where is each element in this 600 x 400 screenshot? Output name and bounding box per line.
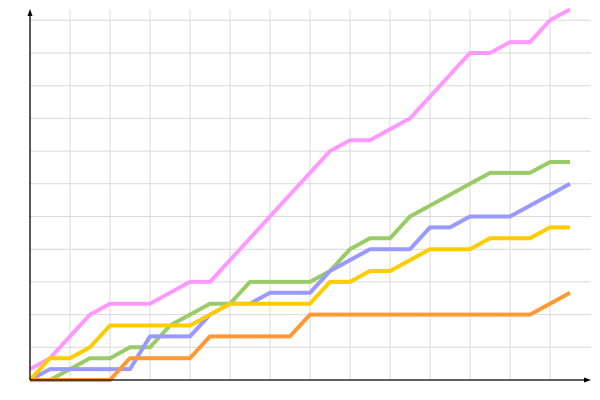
x-axis-arrow-icon: [584, 377, 591, 383]
series-line-0: [29, 7, 571, 371]
series-lines: [28, 7, 571, 382]
axes: [27, 9, 591, 383]
series-line-1: [30, 160, 570, 382]
series-line-3: [28, 225, 570, 382]
series-line-4: [30, 291, 571, 382]
y-axis-arrow-icon: [27, 9, 33, 16]
